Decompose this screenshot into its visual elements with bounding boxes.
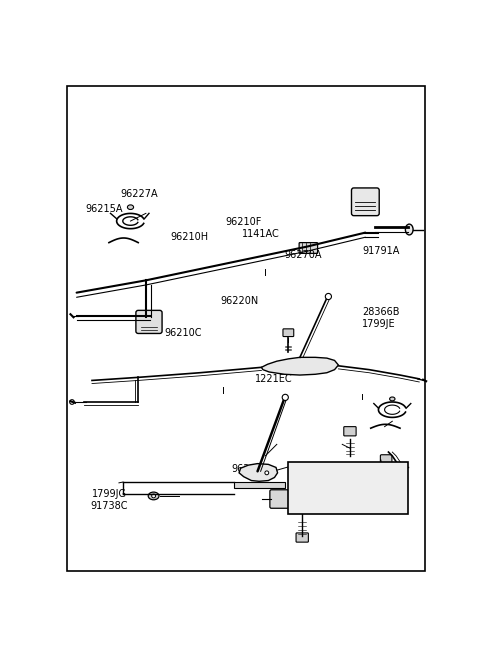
- Text: 1221EC: 1221EC: [255, 374, 293, 384]
- Ellipse shape: [325, 293, 332, 299]
- Text: 96210H: 96210H: [170, 233, 208, 242]
- Ellipse shape: [406, 224, 413, 235]
- FancyBboxPatch shape: [296, 533, 308, 542]
- Polygon shape: [239, 464, 277, 481]
- Polygon shape: [262, 358, 338, 375]
- Text: 96227A: 96227A: [120, 189, 158, 198]
- FancyBboxPatch shape: [136, 310, 162, 333]
- FancyBboxPatch shape: [270, 490, 291, 508]
- Ellipse shape: [148, 492, 159, 500]
- Bar: [234, 482, 285, 488]
- Ellipse shape: [127, 205, 133, 210]
- Ellipse shape: [265, 471, 269, 475]
- Ellipse shape: [390, 397, 395, 401]
- Text: 91791A: 91791A: [362, 246, 400, 256]
- FancyBboxPatch shape: [344, 426, 356, 436]
- Text: 28366B
1799JE: 28366B 1799JE: [362, 307, 400, 329]
- Text: 96220N: 96220N: [220, 295, 258, 305]
- Text: 96215A: 96215A: [85, 204, 123, 214]
- Bar: [288, 462, 408, 514]
- FancyBboxPatch shape: [299, 242, 318, 253]
- Ellipse shape: [152, 494, 156, 498]
- Text: 1799JG
91738C: 1799JG 91738C: [91, 489, 128, 510]
- Ellipse shape: [70, 400, 74, 404]
- Text: 96210C: 96210C: [165, 328, 202, 338]
- FancyBboxPatch shape: [351, 188, 379, 215]
- FancyBboxPatch shape: [380, 455, 392, 465]
- Ellipse shape: [397, 464, 406, 472]
- Text: 1141AC: 1141AC: [242, 229, 280, 239]
- Text: 96270A: 96270A: [285, 250, 322, 260]
- Text: 96210F: 96210F: [226, 217, 262, 227]
- Text: 96220C: 96220C: [231, 464, 269, 474]
- FancyBboxPatch shape: [283, 329, 294, 337]
- Ellipse shape: [400, 466, 404, 469]
- Ellipse shape: [282, 394, 288, 400]
